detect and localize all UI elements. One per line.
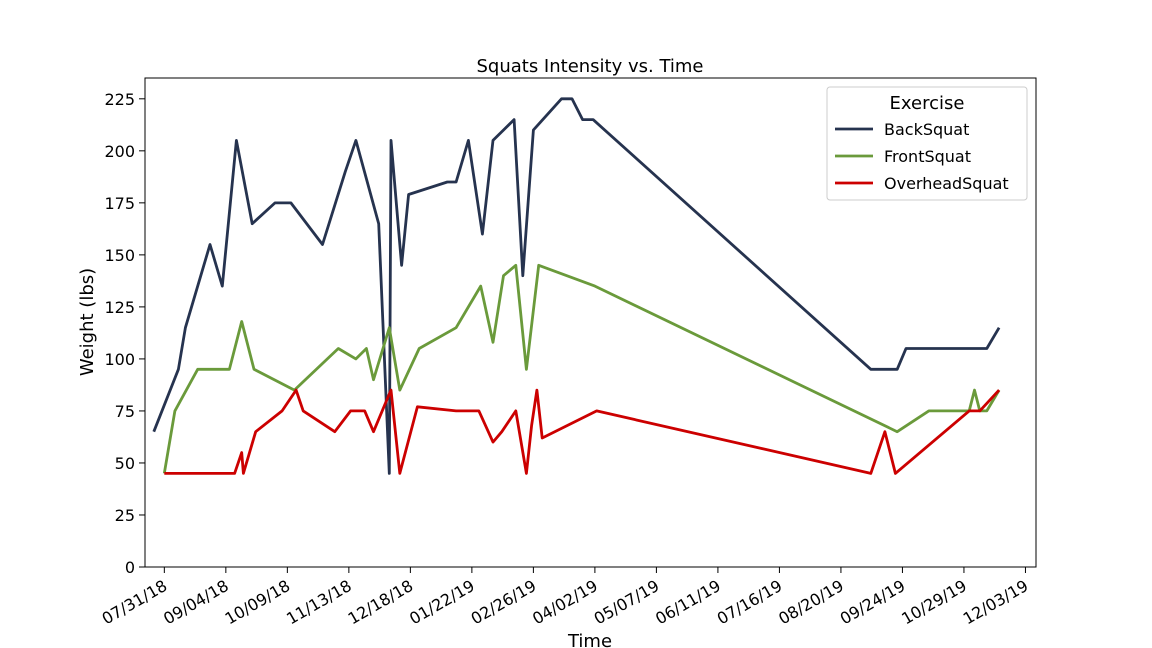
x-tick-label: 04/02/19 <box>529 576 601 628</box>
x-tick-label: 09/04/18 <box>160 576 232 628</box>
series-line-backsquat <box>152 97 1001 475</box>
x-tick-label: 02/26/19 <box>468 576 540 628</box>
x-tick-label: 10/09/18 <box>222 576 294 628</box>
y-tick-label: 150 <box>104 246 135 265</box>
x-tick-label: 12/18/18 <box>345 576 417 628</box>
axes-frame <box>144 77 1037 568</box>
y-tick-label: 50 <box>115 454 135 473</box>
series-line-overheadsquat <box>164 388 1001 475</box>
legend-label-overheadsquat: OverheadSquat <box>884 174 1009 193</box>
series-line-frontsquat <box>162 263 1001 474</box>
chart-title: Squats Intensity vs. Time <box>476 56 703 77</box>
x-tick-label: 05/07/19 <box>591 576 663 628</box>
y-tick-label: 225 <box>104 90 135 109</box>
y-tick-label: 200 <box>104 142 135 161</box>
y-tick-label: 75 <box>115 402 135 421</box>
x-tick-label: 01/22/19 <box>406 576 478 628</box>
x-tick-label: 12/03/19 <box>960 576 1032 628</box>
x-tick-label: 06/11/19 <box>652 576 724 628</box>
y-axis-label: Weight (lbs) <box>77 268 98 376</box>
y-axis: 0 25 50 75 100 125 150 175 200 225 <box>104 90 145 577</box>
y-tick-label: 100 <box>104 350 135 369</box>
legend-frame <box>826 86 1028 201</box>
x-tick-label: 07/16/19 <box>714 576 786 628</box>
legend-label-frontsquat: FrontSquat <box>884 147 971 166</box>
x-tick-label: 10/29/19 <box>898 576 970 628</box>
x-tick-label: 09/24/19 <box>837 576 909 628</box>
x-axis: 07/31/1809/04/1810/09/1811/13/1812/18/18… <box>99 567 1032 628</box>
y-tick-label: 125 <box>104 298 135 317</box>
plot-area <box>152 97 1001 475</box>
x-axis-label: Time <box>567 631 612 648</box>
y-tick-label: 25 <box>115 506 135 525</box>
x-tick-label: 11/13/18 <box>283 576 355 628</box>
y-tick-label: 175 <box>104 194 135 213</box>
x-tick-label: 07/31/18 <box>99 576 171 628</box>
x-tick-label: 08/20/19 <box>775 576 847 628</box>
legend-title: Exercise <box>890 93 965 114</box>
legend: Exercise BackSquat FrontSquat OverheadSqua… <box>826 86 1028 201</box>
legend-label-backsquat: BackSquat <box>884 120 969 139</box>
y-tick-label: 0 <box>125 558 135 577</box>
